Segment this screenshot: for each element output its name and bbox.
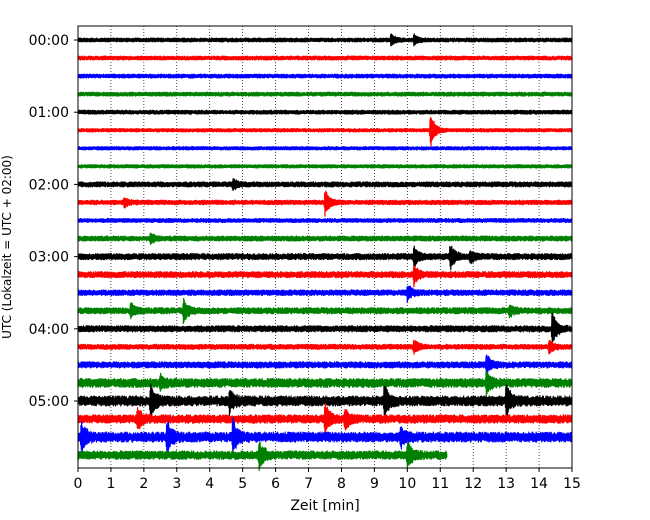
trace-0045 <box>77 91 573 97</box>
x-tick-label: 11 <box>431 476 449 492</box>
x-tick-label: 14 <box>530 476 548 492</box>
x-tick-label: 0 <box>74 476 83 492</box>
trace-0215 <box>77 190 573 217</box>
x-tick-label: 4 <box>205 476 214 492</box>
x-axis-ticks: 0 1 2 3 4 5 6 7 8 9 10 11 12 13 14 15 <box>74 468 581 492</box>
trace-0000 <box>77 33 573 47</box>
y-tick-label: 01:00 <box>29 105 69 121</box>
trace-0230 <box>77 217 573 224</box>
x-axis-label: Zeit [min] <box>290 498 359 514</box>
x-tick-label: 3 <box>172 476 181 492</box>
y-tick-label: 05:00 <box>29 394 69 410</box>
trace-0430 <box>77 354 573 376</box>
x-tick-label: 8 <box>337 476 346 492</box>
seismogram-traces <box>77 33 573 472</box>
x-tick-label: 1 <box>106 476 115 492</box>
x-tick-label: 5 <box>238 476 247 492</box>
trace-0315 <box>77 265 573 288</box>
trace-0115 <box>77 116 573 147</box>
x-tick-label: 12 <box>464 476 482 492</box>
y-tick-label: 00:00 <box>29 33 69 49</box>
x-tick-label: 9 <box>370 476 379 492</box>
trace-0200 <box>77 178 573 191</box>
trace-0530 <box>77 417 573 457</box>
trace-0015 <box>77 55 573 61</box>
trace-0545 <box>77 441 448 472</box>
x-tick-label: 2 <box>139 476 148 492</box>
trace-0130 <box>77 146 573 151</box>
trace-0415 <box>77 339 573 355</box>
y-axis-ticks: 00:00 01:00 02:00 03:00 04:00 05:00 <box>29 33 78 410</box>
trace-0445 <box>77 371 573 398</box>
x-tick-label: 6 <box>271 476 280 492</box>
trace-0030 <box>77 73 573 79</box>
trace-0245 <box>77 232 573 245</box>
x-tick-label: 13 <box>497 476 515 492</box>
y-tick-label: 03:00 <box>29 250 69 266</box>
trace-0345 <box>77 297 573 325</box>
y-tick-label: 04:00 <box>29 322 69 338</box>
x-tick-label: 10 <box>398 476 416 492</box>
y-axis-label: UTC (Lokalzeit = UTC + 02:00) <box>0 155 14 339</box>
trace-0145 <box>77 164 573 169</box>
x-tick-label: 15 <box>563 476 581 492</box>
x-tick-label: 7 <box>304 476 313 492</box>
trace-0300 <box>77 245 573 271</box>
trace-0330 <box>77 285 573 303</box>
trace-0400 <box>77 312 573 345</box>
trace-0100 <box>77 109 573 115</box>
plot-frame <box>77 25 573 469</box>
y-tick-label: 02:00 <box>29 177 69 193</box>
